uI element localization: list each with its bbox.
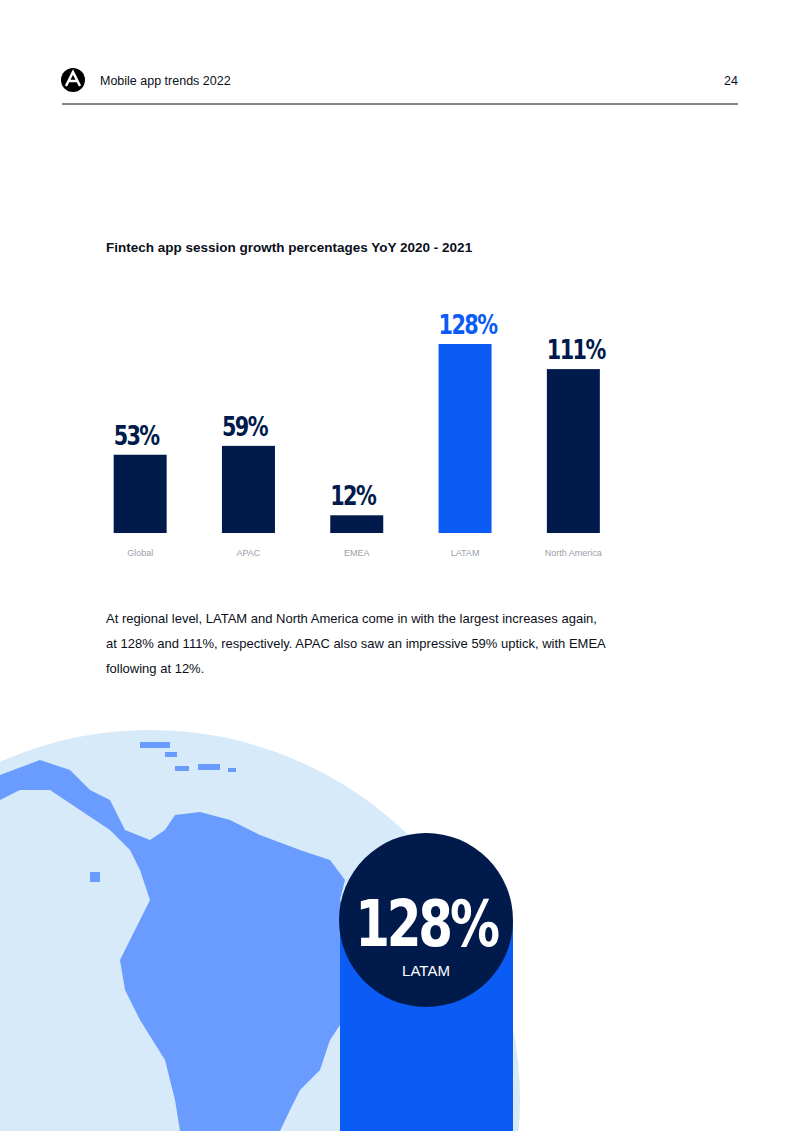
data-label: 59%: [222, 412, 268, 443]
logo-mark: [66, 72, 80, 86]
island: [140, 742, 170, 748]
page: Mobile app trends 2022 24 Fintech app sess…: [0, 0, 800, 1131]
globe: [0, 730, 520, 1131]
bar: [330, 515, 383, 533]
data-label: 53%: [114, 420, 160, 451]
category-label: Global: [127, 548, 153, 558]
logo: [61, 68, 85, 92]
paragraph: At regional level, LATAM and North Ameri…: [106, 606, 611, 681]
island: [198, 764, 220, 770]
header-title: Mobile app trends 2022: [100, 74, 231, 88]
category-label: North America: [545, 548, 602, 558]
header-rule: [62, 104, 738, 105]
data-label: 111%: [547, 335, 606, 366]
category-label: EMEA: [344, 548, 370, 558]
data-label: 128%: [439, 310, 498, 341]
bars: [114, 344, 600, 533]
bar: [439, 344, 492, 533]
callout-label: LATAM: [402, 962, 450, 979]
continent: [0, 760, 370, 1131]
bar: [114, 455, 167, 533]
chart-title: Fintech app session growth percentages Y…: [106, 240, 473, 255]
category-label: LATAM: [451, 548, 480, 558]
data-label: 12%: [330, 481, 376, 512]
island: [175, 766, 189, 771]
island: [165, 752, 177, 757]
bar: [547, 369, 600, 533]
callout-value: 128%: [355, 887, 499, 962]
island: [90, 872, 100, 882]
canvas: Mobile app trends 2022 24 Fintech app sess…: [0, 0, 800, 1131]
callout-circle: [339, 833, 513, 1007]
category-label: APAC: [237, 548, 261, 558]
bar: [222, 446, 275, 533]
page-number: 24: [724, 74, 738, 88]
island: [228, 768, 236, 772]
